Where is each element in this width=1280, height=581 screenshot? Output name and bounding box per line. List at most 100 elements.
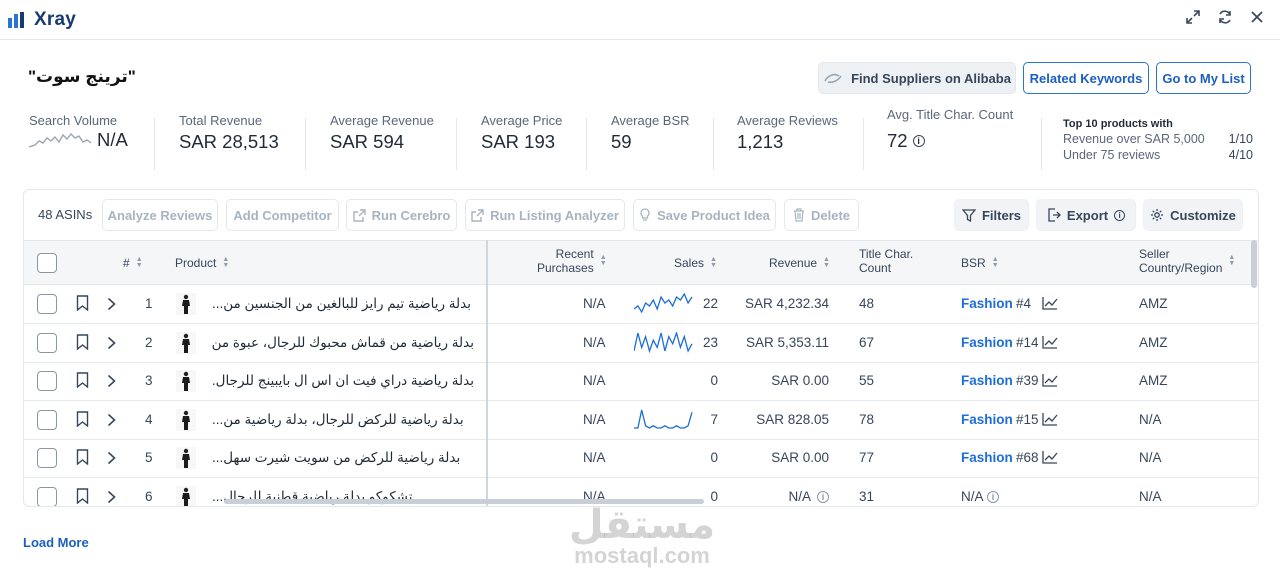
stat-value: 59 bbox=[611, 131, 632, 152]
customize-label: Customize bbox=[1170, 207, 1236, 223]
chevron-right-icon[interactable] bbox=[107, 451, 116, 465]
bsr-chart-icon[interactable] bbox=[1042, 412, 1058, 426]
expand-icon[interactable] bbox=[1184, 8, 1202, 26]
title-char-count: 55 bbox=[859, 373, 875, 389]
sort-icon: ▲ ▼ bbox=[599, 254, 607, 267]
product-thumbnail[interactable] bbox=[176, 486, 196, 506]
export-button[interactable]: Export i bbox=[1036, 199, 1136, 231]
product-thumbnail[interactable] bbox=[176, 370, 196, 393]
bsr-chart-icon[interactable] bbox=[1042, 373, 1058, 387]
bsr-rank: #39 bbox=[1016, 373, 1039, 389]
product-title[interactable]: بدلة رياضية دراي فيت ان اس ال بايبينج لل… bbox=[212, 373, 474, 389]
stat-label: Average Revenue bbox=[330, 113, 434, 128]
bookmark-icon[interactable] bbox=[76, 488, 89, 504]
sort-icon: ▲ ▼ bbox=[1228, 254, 1236, 267]
bookmark-icon[interactable] bbox=[76, 333, 89, 350]
info-icon[interactable]: i bbox=[987, 491, 999, 503]
watermark-arabic: مستقل bbox=[568, 502, 716, 548]
table-row[interactable]: 1 بدلة رياضية تيم رايز للبالغين من الجنسي… bbox=[24, 285, 1258, 324]
title-bar: Xray bbox=[0, 0, 1280, 40]
bookmark-icon[interactable] bbox=[76, 411, 89, 427]
info-icon[interactable]: i bbox=[817, 491, 829, 503]
product-title[interactable]: بدلة رياضية للركض من سويت شيرت سهل... bbox=[212, 450, 461, 466]
col-recent-purchases-label: Purchases bbox=[537, 261, 594, 275]
col-sales[interactable]: Sales ▲ ▼ bbox=[674, 256, 717, 270]
refresh-icon[interactable] bbox=[1216, 8, 1234, 26]
vertical-scrollbar[interactable] bbox=[1251, 240, 1257, 288]
bsr-chart-icon[interactable] bbox=[1042, 335, 1058, 349]
col-seller-country[interactable]: Seller Country/Region ▲ ▼ bbox=[1139, 247, 1235, 275]
product-title[interactable]: بدلة رياضية من قماش محبوك للرجال، عبوة م… bbox=[212, 334, 474, 350]
app-logo: Xray bbox=[8, 9, 76, 31]
export-label: Export bbox=[1066, 207, 1109, 223]
delete-button[interactable]: Delete bbox=[784, 199, 859, 231]
add-competitor-button[interactable]: Add Competitor bbox=[226, 199, 339, 231]
product-thumbnail[interactable] bbox=[176, 447, 196, 470]
bsr-category-link[interactable]: Fashion bbox=[961, 334, 1013, 350]
col-recent-purchases[interactable]: Recent Purchases ▲ ▼ bbox=[537, 247, 607, 275]
chevron-right-icon[interactable] bbox=[107, 490, 116, 504]
row-checkbox[interactable] bbox=[37, 371, 57, 392]
col-number[interactable]: # ▲ ▼ bbox=[123, 256, 143, 270]
info-icon[interactable]: i bbox=[912, 135, 925, 147]
analyze-reviews-button[interactable]: Analyze Reviews bbox=[102, 199, 218, 231]
row-checkbox[interactable] bbox=[37, 448, 57, 469]
recent-purchases-value: N/A bbox=[583, 411, 606, 427]
product-title[interactable]: بدلة رياضية تيم رايز للبالغين من الجنسين… bbox=[212, 296, 471, 311]
customize-button[interactable]: Customize bbox=[1143, 199, 1243, 231]
product-thumbnail[interactable] bbox=[176, 408, 196, 431]
row-checkbox[interactable] bbox=[37, 409, 57, 430]
col-product[interactable]: Product ▲ ▼ bbox=[175, 256, 229, 270]
recent-purchases-value: N/A bbox=[583, 334, 606, 350]
chevron-right-icon[interactable] bbox=[107, 413, 116, 427]
product-thumbnail[interactable] bbox=[176, 293, 196, 315]
table-row[interactable]: 5 بدلة رياضية للركض من سويت شيرت سهل... N/… bbox=[24, 439, 1258, 479]
export-icon bbox=[1048, 208, 1061, 222]
info-icon[interactable]: i bbox=[1114, 209, 1126, 221]
sales-value: 0 bbox=[710, 450, 718, 466]
row-checkbox[interactable] bbox=[37, 487, 57, 506]
col-bsr[interactable]: BSR ▲ ▼ bbox=[961, 256, 999, 270]
seller-country-value: N/A bbox=[1139, 450, 1162, 466]
product-thumbnail[interactable] bbox=[176, 331, 196, 354]
stat-value: N/A bbox=[97, 129, 128, 150]
col-seller-country-label: Country/Region bbox=[1139, 261, 1223, 275]
related-keywords-button[interactable]: Related Keywords bbox=[1023, 62, 1149, 94]
revenue-value: SAR 0.00 bbox=[771, 373, 829, 389]
filters-button[interactable]: Filters bbox=[954, 199, 1029, 231]
stat-value: SAR 28,513 bbox=[179, 131, 279, 152]
bsr-category-link[interactable]: Fashion bbox=[961, 296, 1013, 311]
bsr-category-link[interactable]: Fashion bbox=[961, 411, 1013, 427]
bookmark-icon[interactable] bbox=[76, 449, 89, 466]
load-more-link[interactable]: Load More bbox=[23, 535, 89, 550]
run-cerebro-button[interactable]: Run Cerebro bbox=[346, 199, 457, 231]
select-all-checkbox[interactable] bbox=[37, 253, 57, 273]
col-revenue[interactable]: Revenue ▲ ▼ bbox=[769, 256, 830, 270]
bookmark-icon[interactable] bbox=[76, 295, 89, 311]
stat-avg-title-char: Avg. Title Char. Count 72 i bbox=[887, 107, 1013, 167]
run-listing-analyzer-button[interactable]: Run Listing Analyzer bbox=[465, 199, 625, 231]
chevron-right-icon[interactable] bbox=[107, 297, 116, 311]
bookmark-icon[interactable] bbox=[76, 372, 89, 389]
bsr-chart-icon[interactable] bbox=[1042, 450, 1058, 465]
close-icon[interactable] bbox=[1248, 8, 1266, 26]
table-row[interactable]: 4 بدلة رياضية للركض للرجال، بدلة رياضية م… bbox=[24, 401, 1258, 440]
product-title[interactable]: بدلة رياضية للركض للرجال، بدلة رياضية من… bbox=[212, 411, 464, 427]
chevron-right-icon[interactable] bbox=[107, 374, 116, 388]
table-row[interactable]: 3 بدلة رياضية دراي فيت ان اس ال بايبينج ل… bbox=[24, 362, 1258, 402]
row-checkbox[interactable] bbox=[37, 294, 57, 314]
stat-label: Average Price bbox=[481, 113, 563, 128]
save-product-idea-button[interactable]: Save Product Idea bbox=[633, 199, 776, 231]
bsr-chart-icon[interactable] bbox=[1042, 296, 1058, 310]
bsr-category-link[interactable]: Fashion bbox=[961, 450, 1013, 466]
find-suppliers-button[interactable]: Find Suppliers on Alibaba bbox=[818, 62, 1016, 94]
row-checkbox[interactable] bbox=[37, 332, 57, 353]
bsr-category-link[interactable]: Fashion bbox=[961, 373, 1013, 389]
go-to-my-list-button[interactable]: Go to My List bbox=[1156, 62, 1251, 94]
horizontal-scrollbar[interactable] bbox=[224, 499, 704, 504]
chevron-right-icon[interactable] bbox=[107, 336, 116, 350]
table-row[interactable]: 2 بدلة رياضية من قماش محبوك للرجال، عبوة … bbox=[24, 324, 1258, 363]
asins-count: 48 ASINs bbox=[38, 207, 93, 222]
col-title-char[interactable]: Title Char. Count bbox=[859, 247, 913, 275]
stats-bar: Search Volume N/A Total Revenue SAR 28,5… bbox=[0, 107, 1280, 173]
